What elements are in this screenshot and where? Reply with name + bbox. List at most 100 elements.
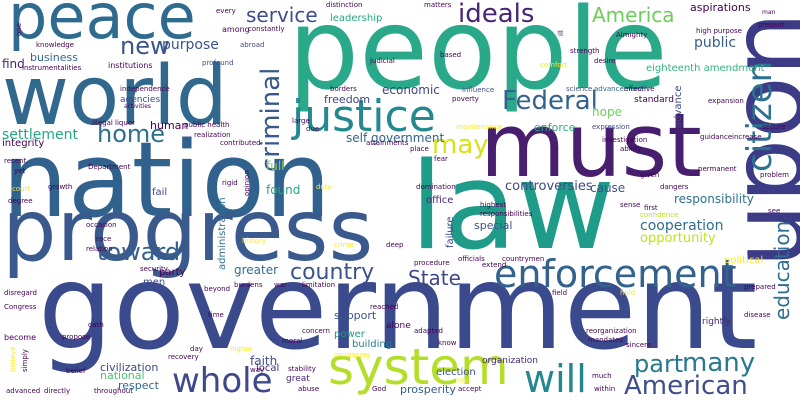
word-found: found (266, 183, 301, 197)
word-disease: disease (744, 311, 771, 319)
word-activities: activities (124, 103, 152, 110)
word-american: American (624, 371, 748, 400)
word-peace: peace (8, 0, 196, 53)
word-recent: recent (4, 157, 27, 165)
word-government: government (38, 238, 758, 376)
word-aspirations: aspirations (690, 1, 751, 14)
word-power: power (334, 329, 365, 340)
word-contributed: contributed (220, 139, 261, 147)
word-recovery: recovery (168, 353, 199, 361)
word-duty: duty (316, 183, 332, 191)
word-within: within (594, 385, 616, 393)
word-advanced: advanced (6, 387, 41, 395)
word-state: State (408, 266, 461, 290)
word-oath: oath (88, 321, 104, 329)
word-must: must (480, 94, 702, 197)
word-beyond: beyond (204, 285, 231, 293)
word-limitation: limitation (302, 281, 336, 289)
word-see: see (768, 207, 781, 215)
word-moral: moral (282, 337, 303, 345)
word-mandates: mandates (588, 336, 623, 344)
word-court: court (12, 185, 31, 193)
word-stability: stability (288, 365, 316, 373)
word-civilization: civilization (100, 361, 159, 374)
word-eighteenth-amendment: eighteenth amendment (646, 63, 765, 74)
word-alone: alone (386, 321, 411, 331)
word-leadership: leadership (330, 13, 383, 24)
word-influence: influence (462, 86, 495, 94)
word-sincere: sincere (626, 341, 652, 349)
word-institutions: institutions (108, 61, 153, 70)
word-place: place (410, 145, 429, 153)
word-man: man (762, 9, 776, 16)
word-accept: accept (458, 385, 482, 393)
word-field: field (552, 289, 568, 297)
word-responsibilities: responsibilities (480, 210, 533, 218)
word-building: building (352, 339, 393, 350)
word-advance: advance (673, 85, 684, 128)
word-cause: cause (590, 181, 626, 195)
word-standard: standard (634, 95, 674, 105)
word-growth: growth (48, 183, 73, 191)
word-purpose: purpose (162, 37, 219, 53)
word-freedom: freedom (324, 93, 371, 106)
word-fail: fail (152, 187, 168, 198)
word-self-government: self government (346, 131, 445, 145)
word-race: race (96, 235, 112, 243)
word-confidence: confidence (640, 211, 679, 219)
word-whole: whole (172, 361, 273, 400)
word-hope: hope (592, 105, 622, 119)
word-relation: relation (86, 245, 113, 253)
word-strength: strength (570, 47, 600, 55)
word-country: country (290, 260, 375, 285)
word-opinion: opinion (243, 170, 251, 196)
word-sense: sense (620, 201, 641, 209)
word-high-purpose: high purpose (696, 27, 742, 35)
word-respect: respect (118, 379, 159, 392)
word-highest: highest (480, 201, 506, 209)
word-prepared: prepared (744, 283, 776, 291)
word-much: much (592, 372, 612, 380)
word-security: security (140, 265, 168, 273)
word-crime: crime (334, 241, 354, 249)
word-expression: expression (592, 123, 630, 131)
word-know: know (438, 339, 457, 347)
word-integrity: integrity (2, 138, 45, 149)
word-poverty: poverty (452, 95, 479, 103)
word-distinction: distinction (326, 1, 363, 9)
word-based: based (440, 51, 462, 59)
word-matters: matters (424, 1, 452, 9)
word-toward: toward (97, 238, 181, 266)
word-almighty: Almighty (616, 31, 648, 39)
word-countrymen: countrymen (502, 255, 545, 263)
word-war: war (274, 281, 287, 289)
word-attainments: attainments (366, 139, 409, 147)
word-office: office (426, 195, 454, 206)
word-desire: desire (594, 57, 616, 65)
word-public: public (694, 35, 737, 51)
word-comfort: comfort (540, 61, 568, 69)
word-find: find (2, 57, 25, 71)
word-rigid: rigid (222, 179, 238, 187)
word-day: day (190, 345, 203, 353)
word-god: God (372, 385, 387, 393)
word-expansion: expansion (708, 97, 744, 105)
word-administration: administration (217, 197, 228, 270)
word-criminal: criminal (256, 67, 286, 172)
word-may: may (432, 130, 489, 160)
word-abuse: abuse (298, 385, 320, 393)
word-higher: higher (230, 345, 253, 353)
word-congress: Congress (4, 303, 37, 311)
word-america: America (592, 3, 675, 27)
word-party: party (159, 267, 186, 278)
word-enforcement: enforcement (494, 252, 737, 296)
word-among: among (222, 25, 250, 34)
word-instrumentalities: instrumentalities (22, 64, 82, 72)
word-disregard: disregard (4, 289, 37, 297)
word-enforce: enforce (534, 121, 576, 134)
word-education: education (770, 220, 794, 320)
word-procedure: procedure (414, 259, 450, 267)
word-responsibility: responsibility (674, 192, 754, 206)
word-directly: directly (44, 387, 71, 395)
word-knowledge: knowledge (36, 41, 74, 49)
